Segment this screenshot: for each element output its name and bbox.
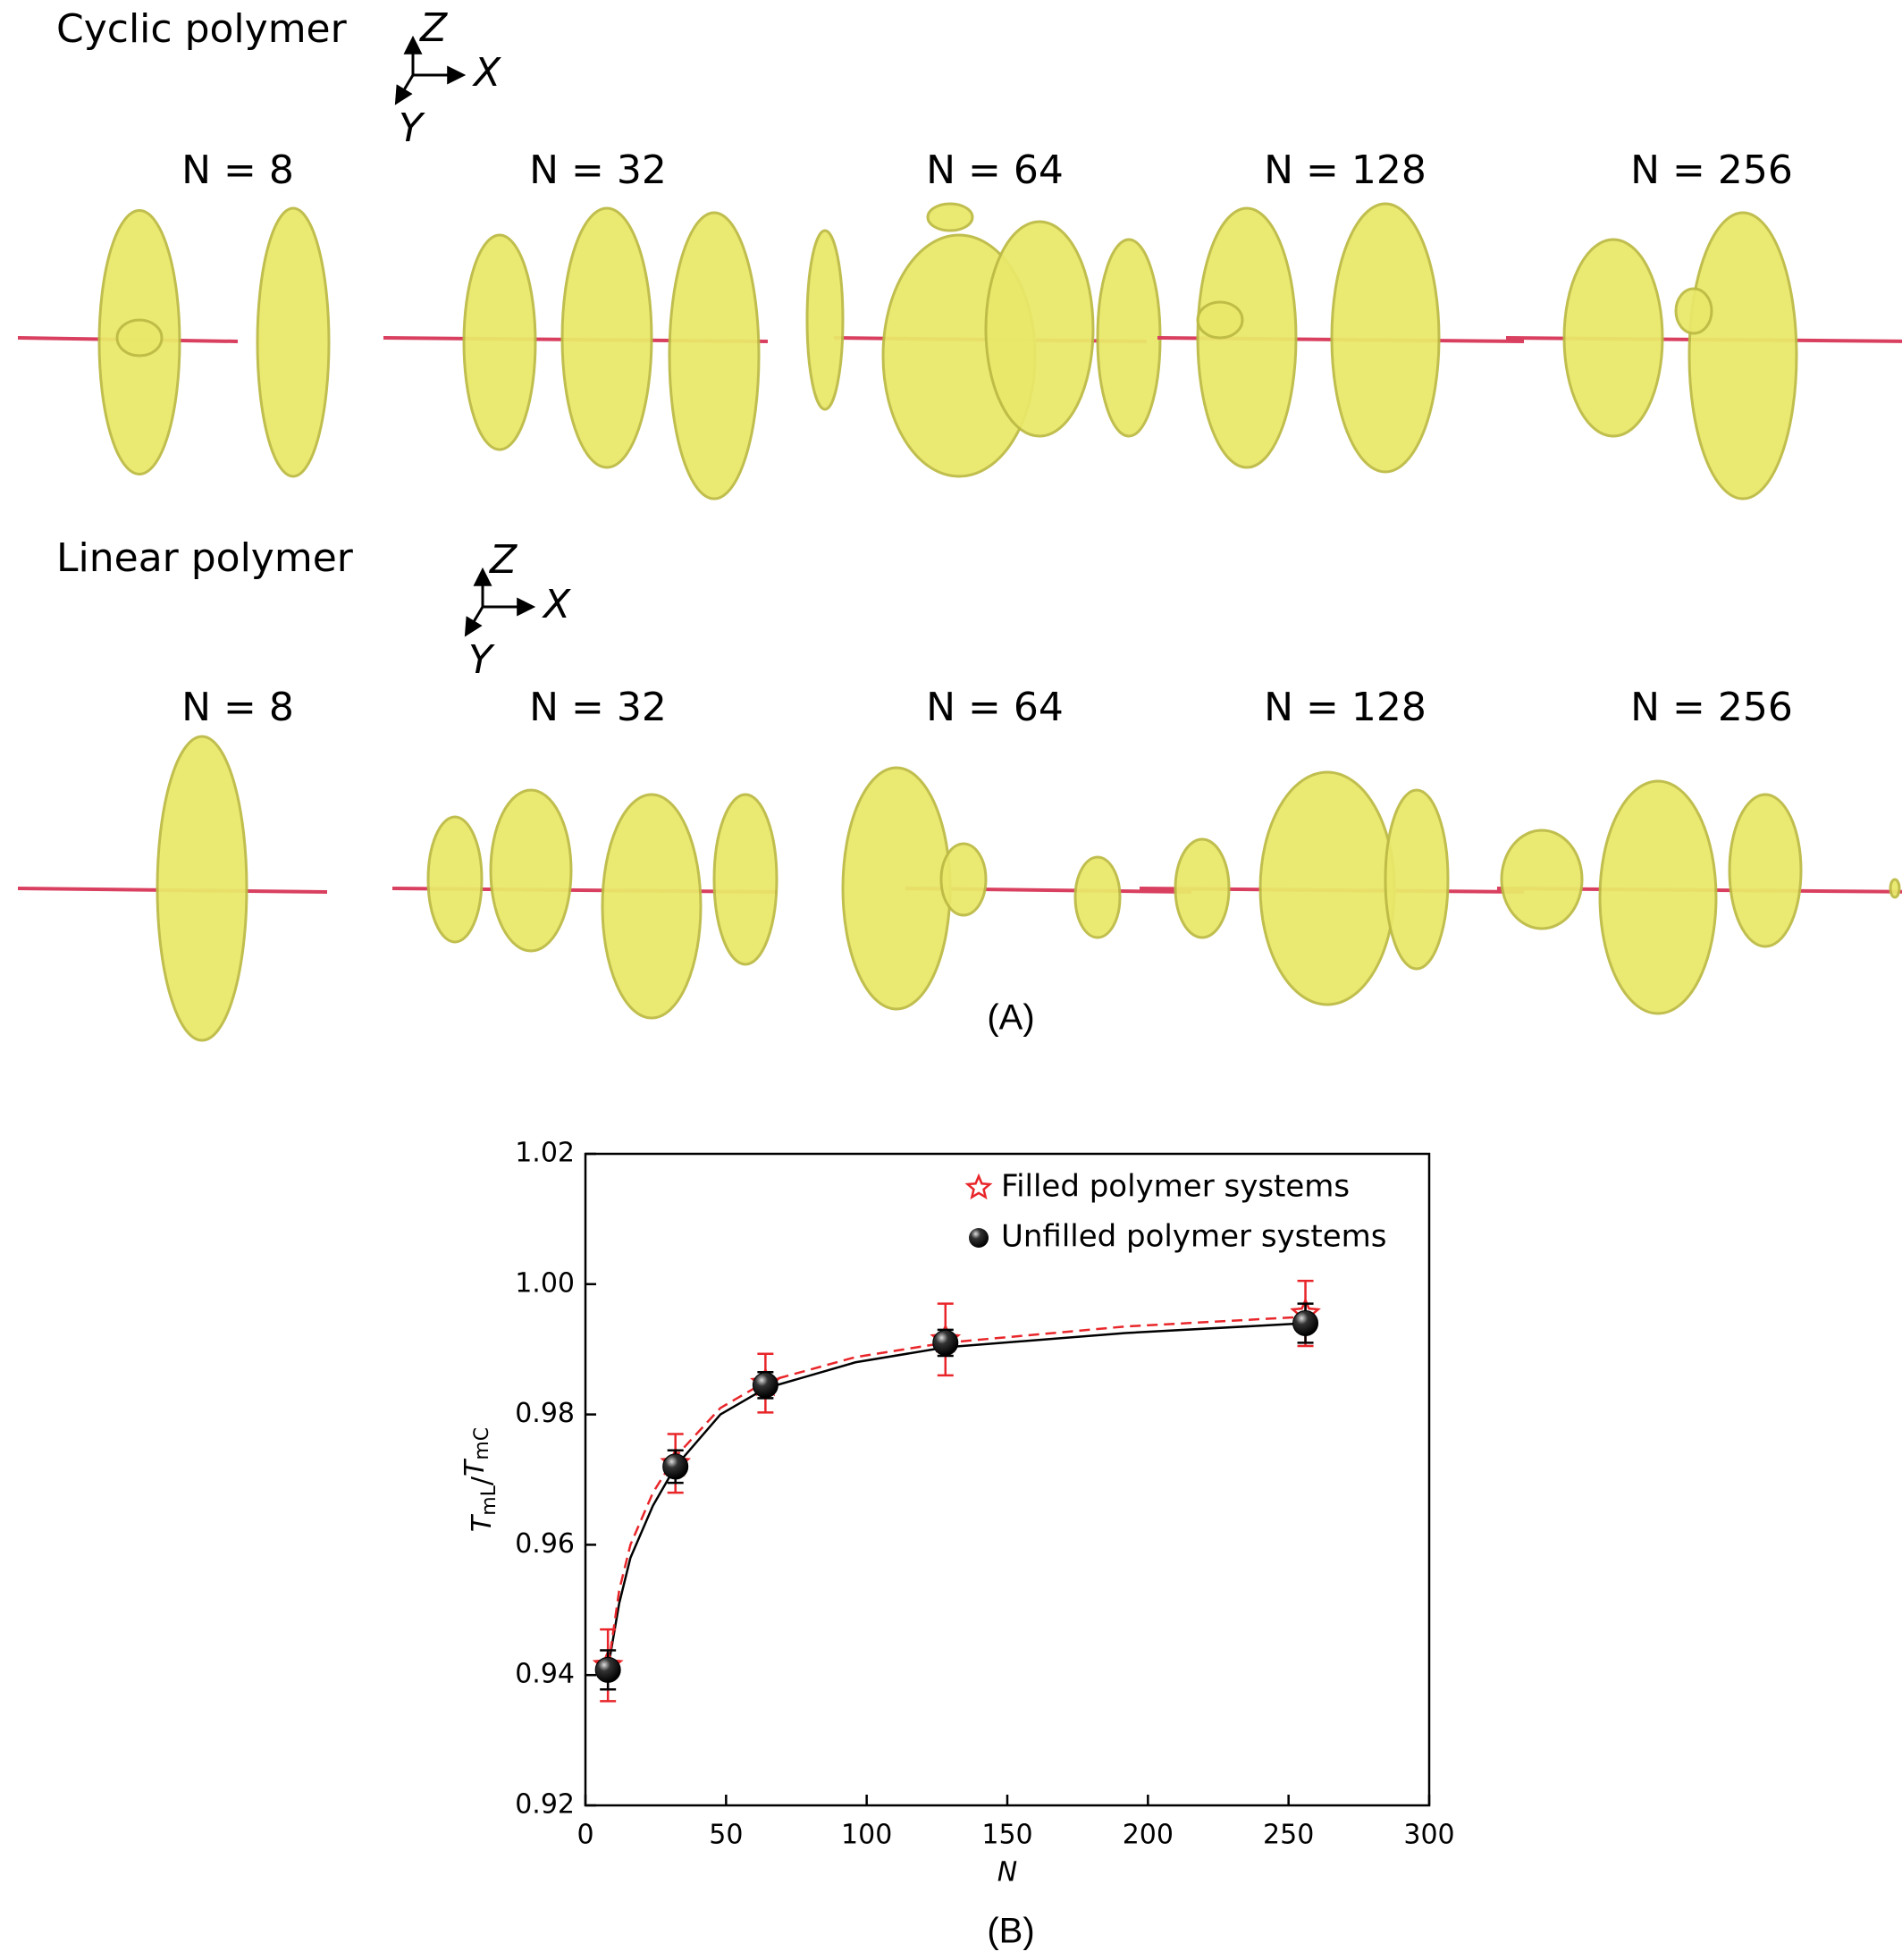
polymer-blob	[1258, 770, 1396, 1006]
n-label: N = 32	[529, 147, 667, 193]
axis-letter: Z	[489, 537, 518, 583]
polymer-blob	[1687, 211, 1798, 501]
axis-letter: X	[542, 582, 571, 627]
n-label: N = 8	[181, 685, 294, 730]
polymer-blob	[1196, 300, 1244, 340]
y-axis-label: TmL/TmC	[459, 1427, 501, 1532]
x-tick-label: 150	[981, 1820, 1032, 1851]
legend-marker	[969, 1228, 989, 1248]
n-label: N = 256	[1630, 147, 1793, 193]
polymer-blob	[1330, 202, 1441, 474]
polymer-blob	[1174, 837, 1231, 939]
x-tick-label: 200	[1123, 1820, 1174, 1851]
n-label: N = 32	[529, 685, 667, 730]
polymer-blob	[426, 815, 484, 944]
n-label: N = 128	[1264, 147, 1426, 193]
n-label: N = 64	[926, 685, 1064, 730]
row-title: Cyclic polymer	[56, 6, 348, 52]
y-tick-label: 0.98	[515, 1398, 575, 1429]
polymer-blob	[841, 766, 952, 1011]
x-tick-label: 250	[1263, 1820, 1314, 1851]
polymer-blob	[926, 202, 974, 232]
polymer-blob	[1889, 878, 1901, 899]
polymer-blob	[939, 842, 988, 917]
axis-letter: X	[472, 50, 501, 96]
legend-marker	[964, 1173, 993, 1200]
polymer-blob	[560, 206, 653, 469]
axis-letter: Z	[419, 5, 448, 51]
y-axis-label-part: /	[467, 1476, 498, 1485]
fit-line	[606, 1322, 1306, 1670]
y-axis-label-part: T	[467, 1513, 498, 1532]
y-tick-label: 1.02	[515, 1138, 575, 1169]
axis-arrow	[464, 606, 484, 637]
polymer-blob	[1728, 793, 1803, 948]
polymer-blob	[601, 793, 703, 1020]
y-tick-label: 0.92	[515, 1789, 575, 1821]
point	[594, 1656, 621, 1683]
x-tick-label: 300	[1403, 1820, 1454, 1851]
polymer-blob	[256, 206, 331, 478]
n-label: N = 128	[1264, 685, 1426, 730]
n-label: N = 64	[926, 147, 1064, 193]
chart-caption: (B)	[987, 1912, 1034, 1951]
axis-arrow	[394, 74, 415, 105]
point	[662, 1453, 689, 1480]
polymer-blob	[668, 211, 761, 501]
x-axis-label: N	[997, 1857, 1017, 1888]
y-axis-label-part: mC	[471, 1427, 493, 1460]
polymer-blob	[984, 220, 1095, 438]
polymer-blob	[1562, 238, 1664, 438]
fit-line	[606, 1316, 1306, 1670]
row-title: Linear polymer	[56, 535, 354, 581]
polymer-blob	[1196, 206, 1298, 469]
y-tick-label: 0.96	[515, 1528, 575, 1560]
polymer-blob	[1598, 779, 1718, 1015]
polymer-blob	[712, 793, 778, 966]
axis-letter: Y	[468, 637, 495, 683]
polymer-blob	[462, 233, 537, 451]
y-axis-label-part: T	[459, 1458, 491, 1476]
point	[1292, 1310, 1319, 1337]
y-tick-label: 0.94	[515, 1659, 575, 1690]
n-label: N = 8	[181, 147, 294, 193]
panel-caption: (A)	[987, 998, 1034, 1038]
polymer-blob	[1384, 788, 1450, 971]
point	[752, 1372, 778, 1399]
polymer-blob	[1500, 829, 1584, 930]
axis-letter: Y	[399, 105, 425, 151]
polymer-blob	[805, 229, 845, 411]
polymer-blob	[1674, 287, 1713, 335]
polymer-blob	[1073, 855, 1122, 939]
polymer-blob	[115, 318, 164, 358]
polymer-blob	[156, 735, 248, 1042]
x-tick-label: 50	[709, 1820, 743, 1851]
polymer-blob	[1096, 238, 1162, 438]
x-tick-label: 0	[576, 1820, 593, 1851]
y-axis-label-part: mL	[478, 1485, 501, 1515]
y-tick-label: 1.00	[515, 1267, 575, 1299]
x-tick-label: 100	[841, 1820, 892, 1851]
n-label: N = 256	[1630, 685, 1793, 730]
point	[932, 1329, 959, 1356]
legend-label: Unfilled polymer systems	[1001, 1219, 1386, 1255]
polymer-blob	[489, 788, 573, 953]
legend-label: Filled polymer systems	[1001, 1169, 1350, 1205]
